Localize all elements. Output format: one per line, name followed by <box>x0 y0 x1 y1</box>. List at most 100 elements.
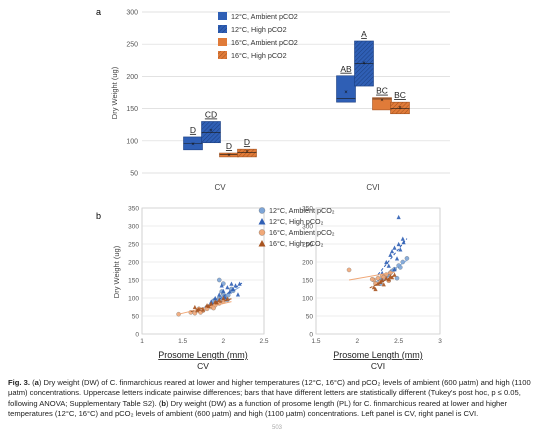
subplot-cv: 0 50 100 150 200 250 300 350 1 1.5 2 2.5 Prosome Len… <box>128 205 269 371</box>
trend-line <box>348 271 395 281</box>
caption-text-2: ) Dry weight (DW) of C. finmarchicus rea… <box>8 378 531 408</box>
data-point <box>219 283 224 288</box>
y-tick-label: 0 <box>309 331 313 338</box>
y-tick-label: 150 <box>128 277 139 284</box>
x-tick-label: 2 <box>356 338 360 345</box>
y-tick-label: 300 <box>126 10 138 17</box>
significance-letter: D <box>226 141 232 151</box>
caption-a-marker: a <box>34 378 39 387</box>
y-tick-label: 200 <box>126 74 138 81</box>
legend-marker <box>258 207 266 214</box>
data-point <box>389 249 395 254</box>
x-tick-label: 2 <box>222 338 226 345</box>
data-point <box>381 282 386 287</box>
legend: 12°C, Ambient pCO2 12°C, High pCO2 16°C, A… <box>218 12 298 60</box>
legend: 12°C, Ambient pCO₂ 12°C, High pCO₂ 16°C, A… <box>258 206 335 248</box>
data-point <box>237 281 242 286</box>
data-point <box>404 256 410 261</box>
data-point <box>396 214 401 220</box>
x-tick-label: 1.5 <box>311 338 320 345</box>
box <box>390 101 410 115</box>
caption-b-marker: b <box>161 398 166 408</box>
mean-marker: × <box>344 90 348 96</box>
mean-marker: × <box>209 128 213 134</box>
data-point <box>192 304 197 310</box>
significance-letter: D <box>190 125 196 135</box>
data-point <box>375 275 381 281</box>
significance-letter: BC <box>376 86 388 96</box>
y-tick-label: 150 <box>302 277 313 284</box>
y-tick-label: 250 <box>302 241 313 248</box>
y-tick-label: 100 <box>128 295 139 302</box>
data-point <box>217 292 222 297</box>
y-tick-label: 50 <box>306 313 314 320</box>
x-axis-label: Prosome Length (mm) <box>333 350 423 360</box>
y-tick-label: 350 <box>128 205 139 212</box>
y-tick-label: 50 <box>130 171 138 178</box>
panel-b-label: b <box>96 211 101 221</box>
mean-marker: × <box>245 150 249 156</box>
data-point <box>373 286 378 292</box>
box <box>336 75 356 103</box>
legend-swatch <box>218 25 227 33</box>
caption-text-1: ( <box>29 378 35 387</box>
panel-a-label: a <box>96 7 101 17</box>
plot-frame <box>315 207 441 335</box>
significance-letter: A <box>361 29 367 39</box>
category-label: CVI <box>366 183 379 192</box>
mean-marker: × <box>362 61 366 67</box>
trend-line <box>190 298 232 313</box>
data-point <box>394 275 400 281</box>
mean-marker: × <box>380 98 384 104</box>
data-point <box>235 292 241 297</box>
mean-marker: × <box>191 142 195 148</box>
data-point <box>200 307 206 312</box>
data-point <box>213 295 218 301</box>
data-point <box>221 295 226 301</box>
mean-marker: × <box>398 105 402 111</box>
legend-marker <box>258 240 266 247</box>
x-tick-label: 1 <box>140 338 144 345</box>
trend-line <box>178 301 232 315</box>
significance-letter: D <box>244 137 250 147</box>
legend-label: 12°C, High pCO₂ <box>269 217 324 226</box>
data-point <box>392 267 397 272</box>
boxes: × D × AB × CD × A × D × BC × D × BC <box>183 29 410 159</box>
data-point <box>384 276 389 281</box>
y-tick-label: 350 <box>302 205 313 212</box>
x-axis-label: Prosome Length (mm) <box>158 350 248 360</box>
y-tick-label: 200 <box>128 259 139 266</box>
page-number: 503 <box>272 425 283 431</box>
subplot-cvi: 0 50 100 150 200 250 300 350 1.5 2 2.5 3 Prosome Len… <box>302 205 442 371</box>
subplot-label: CV <box>197 361 209 371</box>
y-tick-labels: 50 100 150 200 250 300 <box>126 10 138 178</box>
data-point <box>400 236 405 241</box>
data-point <box>392 245 397 250</box>
y-tick-label: 250 <box>126 42 138 49</box>
y-axis-label: Dry Weight (ug) <box>112 245 121 298</box>
legend-swatch <box>218 38 227 46</box>
caption-text-3: ) Dry weight (DW) as a function of proso… <box>8 398 508 419</box>
data-point <box>217 297 222 302</box>
significance-letter: CD <box>205 109 217 119</box>
x-tick-label: 1.5 <box>178 338 187 345</box>
x-tick-label: 2.5 <box>259 338 268 345</box>
mean-marker: × <box>227 153 231 159</box>
x-tick-label: 2.5 <box>394 338 403 345</box>
y-axis-label: Dry Weight (ug) <box>110 66 119 119</box>
legend-label: 16°C, Ambient pCO₂ <box>269 228 335 237</box>
x-tick-label: 3 <box>438 338 442 345</box>
y-tick-label: 0 <box>135 331 139 338</box>
category-label: CV <box>214 183 226 192</box>
y-tick-label: 150 <box>126 106 138 113</box>
y-tick-label: 250 <box>128 241 139 248</box>
data-point <box>225 285 230 290</box>
legend-label: 16°C, Ambient pCO2 <box>231 38 298 47</box>
data-point <box>398 247 403 252</box>
significance-letter: BC <box>394 90 406 100</box>
data-point <box>206 303 211 309</box>
legend-label: 12°C, Ambient pCO2 <box>231 12 298 21</box>
legend-label: 16°C, High pCO₂ <box>269 239 324 248</box>
